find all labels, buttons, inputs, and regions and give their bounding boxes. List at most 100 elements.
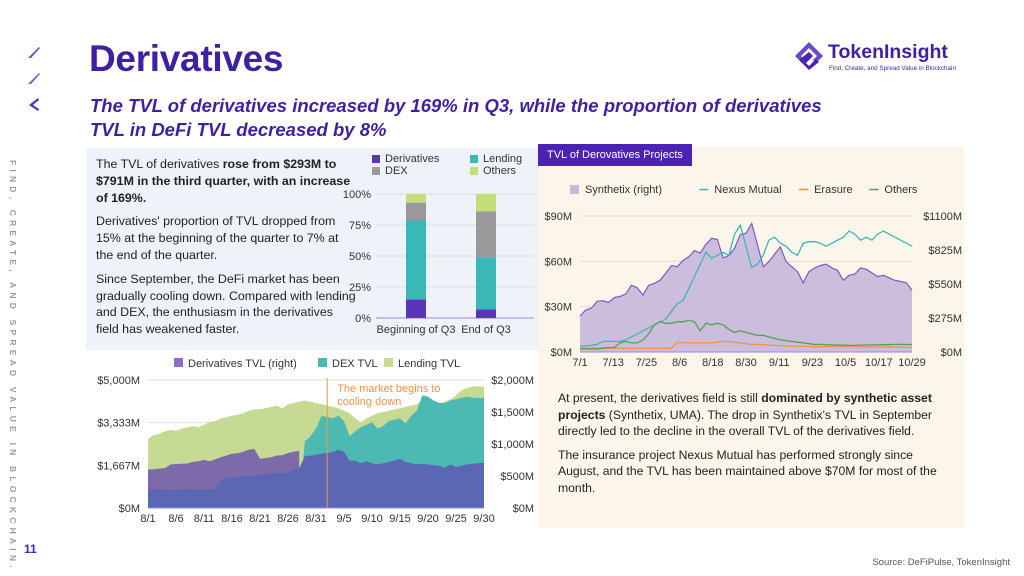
legend-label: Others [884,184,918,196]
legend-label: Derivatives TVL (right) [188,358,297,370]
legend-label: Synthetix (right) [585,184,662,196]
right-axis-label: $275M [928,313,962,325]
text-plain: The TVL of derivatives [96,157,223,171]
x-tick-label: 10/17 [865,357,893,369]
legend-swatch [318,358,327,367]
left-axis-label: $90M [544,211,572,223]
x-tick-label: 8/16 [221,513,242,525]
left-axis-label: $3,333M [97,418,140,430]
bar-segment [406,194,426,203]
brand-tagline: Find, Create, and Spread Value in Blockc… [829,65,956,72]
commentary-paragraph-2: The insurance project Nexus Mutual has p… [558,447,937,495]
right-axis-label: $1,000M [491,439,534,451]
share-stacked-bar-chart: Derivatives Lending DEX Others 0% 25% 50% 75% 10… [343,153,534,336]
legend-label: Lending TVL [398,358,460,370]
text-plain: (Synthetix, UMA). The drop in Synthetix'… [558,407,932,439]
summary-paragraph-2: Derivatives' proportion of TVL dropped f… [96,214,339,262]
left-axis-label: $0M [551,347,572,359]
x-tick-label: 10/5 [835,357,856,369]
legend-label: Erasure [814,184,853,196]
annotation-text: cooling down [337,396,401,408]
y-tick-label: 50% [349,251,371,263]
source-note: Source: DeFiPulse, TokenInsight [872,557,1010,568]
summary-paragraph-1: The TVL of derivatives rose from $293M t… [96,156,356,206]
left-axis-label: $5,000M [97,375,140,387]
y-tick-label: 0% [355,313,371,325]
chevron-icon [29,98,39,111]
side-tagline: FIND, CREATE, AND SPREAD VALUE IN BLOCKC… [2,160,22,572]
series-line-erasure [580,340,913,349]
x-tick-label: 9/10 [361,513,382,525]
series-line-others [580,319,913,350]
bar-segment [476,211,496,258]
bar-segment [476,194,496,212]
x-tick-label: 9/5 [336,513,351,525]
subtitle-line-2: TVL in DeFi TVL decreased by 8% [90,119,387,140]
derivatives-area [148,449,484,508]
bar-segment [476,309,496,318]
y-tick-label: 100% [343,189,371,201]
bar-segment [476,257,496,310]
text-plain: At present, the derivatives field is sti… [558,391,762,405]
right-axis-label: $825M [928,245,962,257]
page-title: Derivatives [89,38,284,79]
right-axis-label: $500M [500,471,534,483]
y-tick-label: 75% [349,220,371,232]
x-tick-label: 7/25 [636,357,657,369]
legend-label: Derivatives [385,153,440,165]
legend-swatch [174,358,183,367]
x-tick-label: 8/18 [702,357,723,369]
x-tick-label: 8/31 [305,513,326,525]
legend-swatch [470,155,478,163]
x-tick-label: 8/6 [672,357,687,369]
summary-paragraph-3: Since September, the DeFi market has bee… [96,271,356,337]
x-tick-label: 8/21 [249,513,270,525]
projects-tvl-chart: Synthetix (right) Nexus Mutual Erasure Othe… [544,184,962,369]
bar-segment [406,202,426,221]
page-number: 11 [24,542,37,556]
market-tvl-area-chart: Derivatives TVL (right) DEX TVL Lending TV… [97,358,534,525]
summary-text: The TVL of derivatives rose from $293M t… [96,156,356,345]
left-axis-label: $1,667M [97,460,140,472]
series-line-nexus-mutual [580,223,913,347]
y-tick-label: 25% [349,282,371,294]
right-axis-label: $1100M [923,211,962,223]
x-tick-label: 8/1 [140,513,155,525]
commentary-paragraph-1: At present, the derivatives field is sti… [558,390,948,440]
x-tick-label: 9/23 [802,357,823,369]
x-tick-label: 7/1 [572,357,587,369]
x-tick-label: 7/13 [602,357,623,369]
x-tick-label: 9/20 [417,513,438,525]
legend-swatch [570,185,579,194]
legend-swatch [470,167,478,175]
side-tagline-text: FIND, CREATE, AND SPREAD VALUE IN BLOCKC… [8,160,18,572]
projects-commentary: At present, the derivatives field is sti… [558,390,948,504]
right-axis-label: $550M [928,279,962,291]
logo-mark-icon [795,42,823,70]
legend-swatch [372,167,380,175]
chevron-icon [28,47,40,58]
legend-label: DEX TVL [332,358,378,370]
x-tick-label: 8/26 [277,513,298,525]
subtitle-line-1: The TVL of derivatives increased by 169%… [90,95,822,116]
decorative-chevrons [26,44,50,122]
x-tick-label: 8/30 [735,357,756,369]
legend-label: Lending [483,153,522,165]
synthetix-line [579,221,913,317]
legend-label: Nexus Mutual [714,184,781,196]
text-bold: dominated by synthetic asset projects [558,391,932,422]
left-axis-label: $60M [544,256,572,268]
x-tick-label: 8/6 [168,513,183,525]
x-tick-label: 9/25 [445,513,466,525]
tokeninsight-logo: TokenInsight Find, Create, and Spread Va… [793,40,973,76]
legend-label: Others [483,165,517,177]
x-tick-label: 9/11 [769,357,790,369]
brand-name: TokenInsight [828,41,948,63]
x-tick-label: 10/29 [898,357,926,369]
right-axis-label: $0M [941,347,962,359]
left-axis-label: $0M [119,503,140,515]
summary-panel: The TVL of derivatives rose from $293M t… [86,148,538,350]
chevron-icon [28,73,40,84]
x-tick-label: Beginning of Q3 [377,324,456,336]
x-tick-label: 9/30 [473,513,494,525]
